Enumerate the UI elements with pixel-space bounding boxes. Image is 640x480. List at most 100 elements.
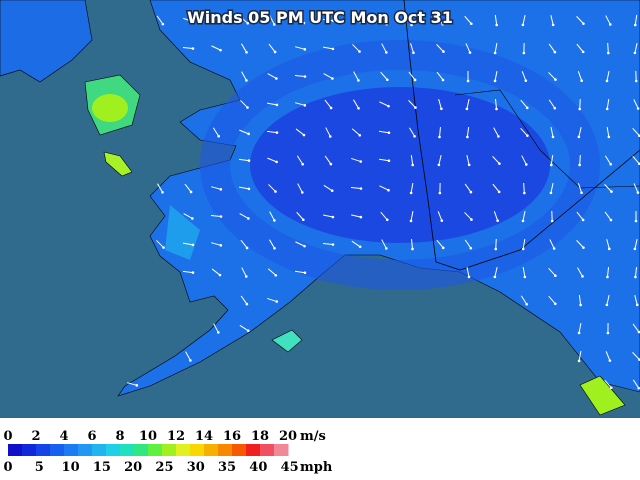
arrow-head [440,219,444,222]
legend-swatch [22,444,37,456]
color-legend: 0 2 4 6 8 10 12 14 16 18 20 0 5 10 15 20 25 30 35 40 45 [3,429,298,475]
arrow [380,15,388,25]
arrow [211,242,221,246]
arrow [211,186,221,190]
arrow [604,155,612,165]
arrow-head [414,106,417,109]
arrow [322,242,334,246]
arrow-head [302,21,306,25]
ms-label: 8 [115,429,124,444]
arrow [296,155,304,165]
arrow [295,46,305,50]
mph-label: 15 [93,460,111,475]
arrow [578,350,582,362]
arrow-head [359,187,363,190]
arrow [211,268,221,276]
arrow-head [191,20,195,23]
arrow-head [440,107,443,111]
arrow [381,43,387,53]
legend-swatch [78,444,93,456]
arrow [465,43,471,53]
arrow-head [441,78,445,82]
arrow [606,266,610,278]
arrow [183,213,193,219]
arrow [410,154,414,166]
arrow [549,239,555,249]
arrow-head [581,50,585,54]
arrow-head [191,271,195,274]
arrow [213,323,219,333]
arrow-head [606,331,610,335]
arrow-head [554,78,557,81]
arrow [576,211,584,221]
arrow [324,155,332,165]
arrow-head [553,106,557,110]
arrow [411,238,413,250]
arrow-head [577,331,581,335]
arrow [294,270,306,274]
arrow-head [301,191,304,194]
legend-swatch [190,444,205,456]
arrow-head [331,47,335,51]
arrow-head [358,133,362,137]
arrow-head [550,219,554,223]
arrow [324,99,332,109]
arrow [550,126,554,138]
arrow [607,42,609,54]
arrow [323,214,333,218]
arrow-head [470,22,473,26]
arrow [578,294,582,306]
arrow-head [525,106,529,110]
mph-label: 40 [249,460,267,475]
arrow-head [467,275,471,279]
arrow-head [469,246,473,250]
arrow [238,158,250,162]
arrow [522,266,526,278]
arrow-head [553,302,557,306]
arrow [325,127,331,137]
arrow [436,71,444,81]
arrow-head [273,219,276,222]
arrow [548,267,556,277]
border [454,89,640,189]
arrow [267,297,277,303]
coastal-wind [165,205,200,260]
ms-label: 4 [59,429,68,444]
arrow-head [331,77,334,80]
chukotka [0,0,93,83]
arrow [210,18,222,22]
arrow [520,99,528,109]
arrow [353,71,359,81]
arrow-head [244,275,248,278]
arrow-head [607,247,611,251]
arrow-head [219,188,223,191]
arrow [379,101,389,107]
legend-swatch [106,444,121,456]
ms-unit: m/s [300,429,326,444]
legend-swatch [36,444,51,456]
arrow [634,239,638,249]
legend-swatch [162,444,177,456]
arrow-head [162,246,165,249]
arrow [495,98,497,110]
mph-label: 20 [124,460,142,475]
arrow [351,214,361,218]
arrow [604,211,612,221]
arrow [439,126,441,138]
arrow-head [637,330,640,334]
arrow [605,351,611,361]
arrow [548,43,556,53]
arrow [466,266,470,278]
arrow [211,45,221,51]
arrow [182,46,194,50]
arrow-head [466,135,469,139]
arrow-head [554,274,557,278]
arrow [577,267,583,277]
arrow [520,295,528,305]
arrow [267,73,277,79]
arrow-head [357,107,360,110]
arrow [606,98,610,110]
arrow [381,239,387,249]
arrow [492,183,500,193]
